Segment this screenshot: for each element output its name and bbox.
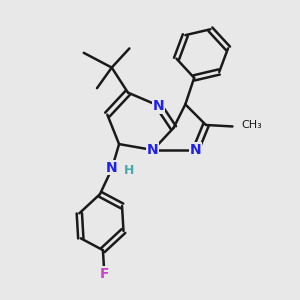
Text: H: H: [124, 164, 135, 177]
Text: N: N: [106, 161, 118, 175]
Text: N: N: [190, 143, 202, 157]
Text: N: N: [153, 99, 165, 113]
Text: CH₃: CH₃: [241, 120, 262, 130]
Text: N: N: [147, 143, 159, 157]
Text: F: F: [100, 267, 109, 281]
